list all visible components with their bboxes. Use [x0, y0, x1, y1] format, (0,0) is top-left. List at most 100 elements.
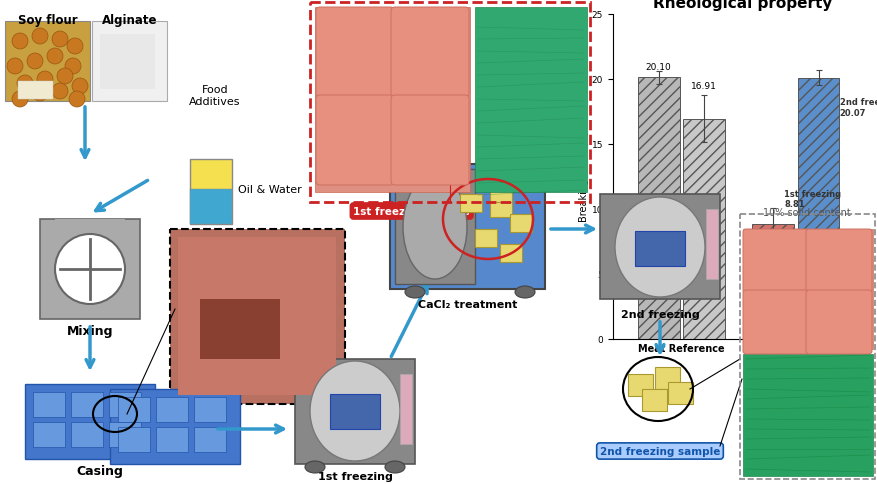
- Bar: [194, 397, 225, 422]
- Ellipse shape: [310, 361, 400, 461]
- Text: Oil & Water: Oil & Water: [238, 184, 302, 195]
- Bar: [5, 22, 90, 102]
- Ellipse shape: [65, 59, 81, 75]
- FancyBboxPatch shape: [742, 229, 808, 293]
- Bar: [110, 389, 239, 464]
- Y-axis label: Breaking Force (N): Breaking Force (N): [578, 131, 588, 222]
- Text: Mixing: Mixing: [67, 324, 113, 337]
- Bar: [796, 78, 838, 339]
- Bar: [33, 422, 65, 447]
- Bar: [489, 184, 511, 203]
- Bar: [118, 427, 150, 452]
- Ellipse shape: [304, 461, 324, 473]
- Bar: [71, 422, 103, 447]
- Bar: [194, 427, 225, 452]
- Ellipse shape: [614, 197, 704, 297]
- Text: Casing: Casing: [76, 464, 124, 477]
- Ellipse shape: [55, 235, 125, 304]
- Bar: [739, 214, 874, 479]
- Ellipse shape: [404, 287, 424, 298]
- Bar: [474, 8, 587, 193]
- FancyBboxPatch shape: [805, 229, 871, 293]
- FancyBboxPatch shape: [316, 96, 394, 186]
- Bar: [178, 238, 336, 395]
- Bar: [330, 394, 380, 429]
- Bar: [315, 8, 469, 193]
- Text: 20.10: 20.10: [645, 62, 671, 72]
- Bar: [742, 354, 872, 476]
- Bar: [310, 3, 589, 203]
- Bar: [55, 220, 125, 235]
- Ellipse shape: [17, 76, 33, 92]
- Text: 2nd freezing sample: 2nd freezing sample: [599, 446, 719, 456]
- Ellipse shape: [57, 69, 73, 85]
- Bar: [667, 382, 692, 404]
- Text: 10% solid content: 10% solid content: [762, 208, 850, 217]
- Bar: [189, 160, 232, 225]
- Bar: [40, 220, 139, 319]
- Text: 16.91: 16.91: [690, 82, 717, 91]
- Ellipse shape: [37, 72, 53, 88]
- Ellipse shape: [69, 92, 85, 108]
- Text: 2nd freezing
20.07: 2nd freezing 20.07: [839, 98, 877, 117]
- Bar: [25, 384, 155, 459]
- Bar: [637, 78, 679, 339]
- Bar: [499, 244, 522, 262]
- Bar: [156, 427, 188, 452]
- Ellipse shape: [12, 34, 28, 50]
- Bar: [400, 374, 411, 444]
- Bar: [395, 170, 474, 285]
- Bar: [751, 225, 793, 339]
- Text: 1st freezing: 1st freezing: [317, 471, 392, 481]
- Ellipse shape: [27, 54, 43, 70]
- FancyBboxPatch shape: [390, 8, 468, 98]
- Text: Alginate: Alginate: [102, 14, 158, 27]
- Ellipse shape: [384, 461, 404, 473]
- Bar: [200, 300, 280, 359]
- Bar: [170, 229, 345, 404]
- Ellipse shape: [7, 59, 23, 75]
- Text: 1st freezing
8.81: 1st freezing 8.81: [783, 190, 840, 209]
- Bar: [474, 229, 496, 247]
- Ellipse shape: [52, 84, 68, 100]
- Bar: [489, 199, 511, 217]
- Bar: [682, 120, 724, 339]
- Bar: [33, 392, 65, 417]
- FancyBboxPatch shape: [316, 8, 394, 98]
- Bar: [599, 195, 719, 300]
- Ellipse shape: [32, 86, 48, 102]
- Bar: [156, 397, 188, 422]
- Bar: [742, 229, 872, 349]
- Bar: [389, 165, 545, 289]
- Bar: [109, 392, 141, 417]
- Ellipse shape: [32, 29, 48, 45]
- Text: CaCl₂ treatment: CaCl₂ treatment: [417, 300, 517, 309]
- Text: Soy flour: Soy flour: [18, 14, 78, 27]
- Text: 2nd freezing: 2nd freezing: [620, 309, 699, 319]
- Ellipse shape: [403, 176, 467, 279]
- Bar: [295, 359, 415, 464]
- Bar: [641, 389, 667, 411]
- Ellipse shape: [47, 49, 63, 65]
- Bar: [654, 367, 679, 389]
- FancyBboxPatch shape: [742, 290, 808, 354]
- Ellipse shape: [72, 79, 88, 95]
- Text: 1st freezing sample: 1st freezing sample: [353, 207, 469, 216]
- FancyBboxPatch shape: [805, 290, 871, 354]
- Bar: [460, 195, 481, 212]
- Bar: [71, 392, 103, 417]
- Ellipse shape: [515, 287, 534, 298]
- Bar: [109, 422, 141, 447]
- Bar: [100, 35, 155, 90]
- Ellipse shape: [12, 92, 28, 108]
- Bar: [627, 374, 652, 396]
- Bar: [705, 210, 717, 279]
- Ellipse shape: [52, 32, 68, 48]
- Ellipse shape: [67, 39, 83, 55]
- Bar: [189, 190, 232, 225]
- Bar: [92, 22, 167, 102]
- Title: Rheological property: Rheological property: [652, 0, 831, 11]
- Text: Food
Additives: Food Additives: [189, 85, 240, 106]
- Bar: [634, 231, 684, 267]
- Bar: [118, 397, 150, 422]
